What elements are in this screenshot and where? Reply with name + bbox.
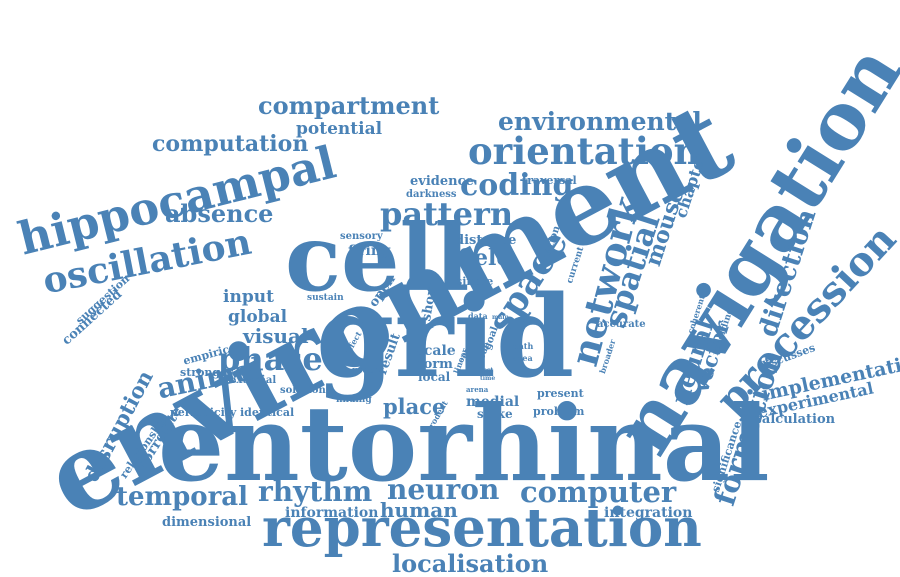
word-medial: medial	[466, 394, 520, 410]
word-orientation: orientation	[468, 129, 701, 173]
word-computation: computation	[152, 131, 309, 157]
word-sustain: sustain	[307, 293, 344, 303]
word-environmental: environmental	[498, 107, 702, 136]
word-data: data	[468, 311, 488, 321]
word-time: time	[480, 375, 496, 382]
word-area: area	[513, 353, 533, 363]
word-sensory: sensory	[340, 231, 383, 242]
word-present: present	[537, 387, 584, 400]
word-input: input	[223, 287, 274, 307]
word-integration: integration	[604, 505, 693, 521]
word-phase: phase	[218, 340, 323, 378]
word-path: path	[513, 341, 534, 351]
word-spike: spike	[477, 407, 513, 421]
word-absence: absence	[165, 199, 274, 228]
word-compartment: compartment	[258, 91, 440, 120]
word-coding: coding	[460, 168, 574, 203]
word-rhythm: rhythm	[258, 475, 373, 508]
word-potential: potential	[296, 119, 383, 139]
word-arena: arena	[466, 385, 489, 394]
word-problem: problem	[533, 405, 585, 418]
word-accurate: accurate	[597, 319, 646, 330]
word-scale: scale	[416, 343, 456, 359]
word-periodicity: periodicity	[170, 406, 237, 419]
word-local: local	[418, 370, 451, 384]
word-distance: distance	[455, 233, 517, 248]
word-stronger: stronger	[180, 366, 233, 379]
word-cell: cell	[285, 204, 470, 312]
word-firing: firing	[348, 243, 391, 259]
word-human: human	[380, 498, 458, 522]
word-information: information	[285, 505, 379, 521]
word-entorhinal: entorhinal	[158, 382, 770, 505]
word-place: place	[383, 394, 446, 419]
word-localisation: localisation	[392, 549, 549, 577]
word-identical: identical	[240, 406, 295, 419]
word-form: form	[418, 357, 453, 372]
word-temporal: temporal	[116, 482, 249, 512]
word-grid: grid	[316, 272, 575, 403]
word-evidence: evidence	[410, 174, 474, 189]
word-representation: representation	[262, 497, 702, 559]
word-traversal: traversal	[522, 174, 577, 187]
word-computer: computer	[520, 475, 677, 509]
word-best: best	[479, 367, 494, 374]
word-external: external	[230, 375, 277, 386]
word-solution: solution	[280, 385, 326, 396]
word-global: global	[228, 307, 288, 327]
word-single: single	[456, 275, 494, 288]
word-calculation: calculation	[754, 412, 836, 427]
word-pattern: pattern	[380, 195, 514, 233]
word-finding: finding	[336, 395, 372, 405]
word-recent: recent	[352, 366, 385, 376]
word-dimensional: dimensional	[162, 515, 252, 530]
word-darkness: darkness	[406, 189, 457, 200]
word-main: main	[492, 314, 509, 321]
word-field: field	[458, 245, 512, 271]
word-neuron: neuron	[387, 473, 500, 506]
word-visual: visual	[243, 324, 309, 348]
